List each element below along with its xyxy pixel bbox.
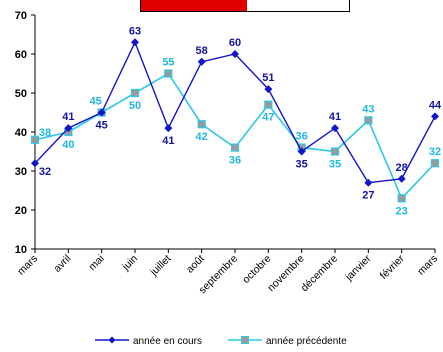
data-label: 41 [329,111,341,123]
y-tick-label: 10 [15,244,27,256]
x-tick-label: octobre [240,253,273,286]
x-tick-label: mars [415,253,440,278]
x-tick-label: avril [51,253,73,275]
data-point-marker [64,124,73,133]
data-point-marker [131,38,139,47]
data-label: 42 [196,131,208,143]
data-point-marker [364,116,373,125]
data-point-marker [30,135,40,144]
data-point-marker [164,124,173,133]
data-point-marker [197,120,206,129]
header-progress-fill [141,0,248,11]
data-label: 35 [296,159,308,171]
data-point-marker [197,57,206,66]
x-tick-label: mars [15,253,40,278]
data-label: 35 [329,159,341,171]
data-point-marker [431,112,439,121]
data-label: 45 [90,96,102,108]
data-label: 47 [262,112,274,124]
data-point-marker [364,178,373,187]
data-label: 43 [362,103,374,115]
data-label: 23 [396,205,408,217]
data-label: 40 [62,139,74,151]
x-tick-label: décembre [299,253,341,295]
legend-label: année précédente [266,336,347,347]
data-label: 36 [296,131,308,143]
data-label: 32 [39,166,51,178]
legend-marker [241,336,249,344]
data-label: 32 [429,146,441,158]
data-point-marker [330,147,340,156]
data-point-marker [397,174,406,183]
x-tick-label: août [184,253,207,276]
data-point-marker [297,147,306,156]
y-tick-label: 30 [15,166,27,178]
data-point-marker [31,159,39,168]
x-tick-label: février [378,252,407,281]
data-point-marker [231,50,239,58]
data-label: 27 [362,190,374,202]
data-label: 44 [429,99,442,111]
data-label: 51 [262,72,274,84]
data-point-marker [430,159,440,168]
data-point-marker [230,143,240,152]
y-tick-label: 20 [15,205,27,217]
y-tick-label: 70 [15,10,27,22]
y-tick-label: 50 [15,88,27,100]
data-label: 63 [129,25,141,37]
data-label: 36 [229,155,241,167]
data-point-marker [397,194,406,203]
data-label: 55 [162,57,174,69]
x-tick-label: janvier [342,252,373,283]
y-tick-label: 40 [15,127,27,139]
data-label: 45 [96,120,108,132]
x-tick-label: juillet [147,253,173,279]
data-label: 41 [162,135,174,147]
data-point-marker [264,85,273,94]
x-tick-label: mai [86,253,106,273]
data-label: 60 [229,37,241,49]
legend-marker [108,336,116,344]
series-line [34,72,436,200]
data-label: 38 [39,127,51,139]
y-tick-label: 60 [15,49,27,61]
data-point-marker [264,100,273,109]
data-point-marker [331,124,339,133]
header-progress-banner [140,0,350,12]
x-tick-label: juin [119,253,140,274]
data-point-marker [164,69,173,78]
data-point-marker [130,88,140,98]
legend-label: année en cours [133,336,202,347]
data-label: 58 [196,45,208,57]
data-point-marker [97,108,106,117]
data-label: 41 [62,111,74,123]
data-label: 50 [129,100,141,112]
data-label: 28 [396,162,408,174]
